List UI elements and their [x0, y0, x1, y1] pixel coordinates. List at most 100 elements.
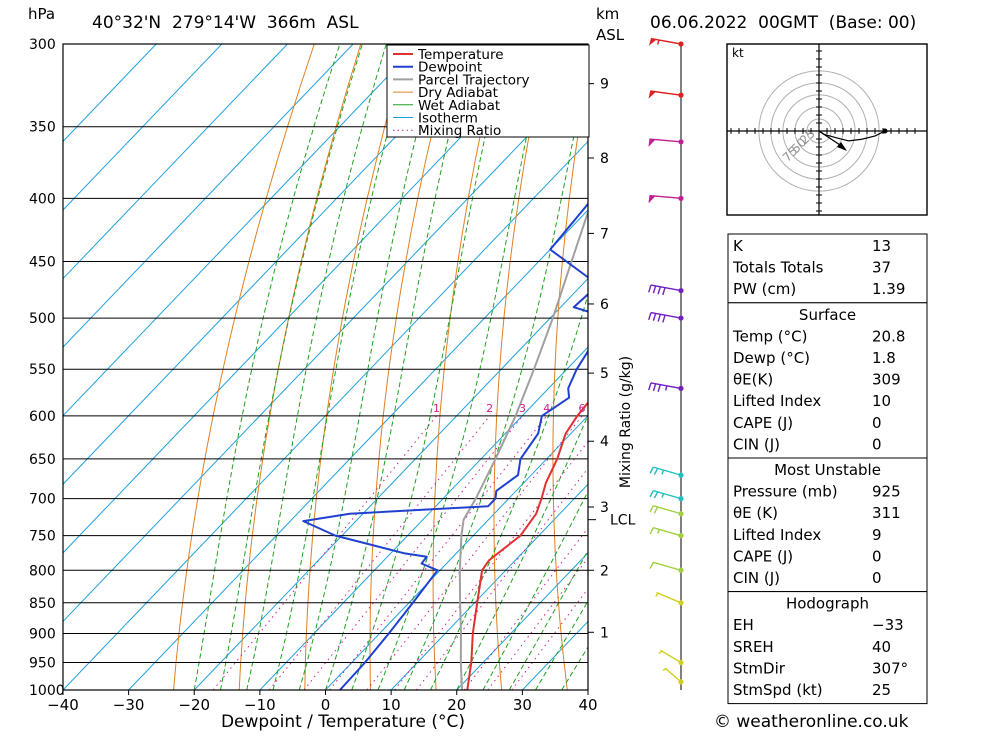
stats-row-label: CAPE (J)	[733, 547, 793, 565]
isotherm-line	[456, 552, 588, 690]
stats-row-label: CIN (J)	[733, 569, 780, 587]
stats-row-value: 1.39	[872, 280, 905, 298]
x-tick-label: −40	[47, 696, 79, 714]
stats-row-value: 0	[872, 435, 882, 453]
mixing-ratio-line	[511, 587, 588, 690]
pressure-tick-label: 500	[29, 311, 56, 327]
stats-row-label: StmSpd (kt)	[733, 681, 823, 699]
wet-adiabat-line	[325, 44, 472, 690]
x-tick-label: 0	[321, 696, 331, 714]
dry-adiabat-line	[966, 44, 1000, 690]
stats-row-value: 10	[872, 392, 891, 410]
stats-table	[727, 591, 928, 705]
stats-row-value: 307°	[872, 659, 908, 677]
stats-row-label: Dewp (°C)	[733, 349, 810, 367]
isotherm-line	[259, 346, 588, 690]
wind-barb	[655, 591, 684, 606]
stats-table-title: Hodograph	[786, 595, 869, 613]
mixing-ratio-label: 2	[486, 402, 493, 415]
wind-barb	[649, 489, 684, 502]
isotherm-line	[63, 44, 420, 417]
dry-adiabat-line	[493, 44, 548, 690]
x-tick-label: 30	[513, 696, 532, 714]
dry-adiabat-line	[432, 44, 501, 690]
mixing-ratio-line	[394, 440, 588, 690]
axes: 1 2 3 4 630035040045050055060065070075080085…	[29, 37, 636, 714]
pressure-tick-label: 550	[29, 362, 56, 378]
stats-row-value: 25	[872, 681, 891, 699]
pressure-tick-label: 750	[29, 529, 56, 545]
mixing-ratio-label: 4	[543, 402, 550, 415]
storm-motion-line	[818, 130, 844, 148]
legend-entry: Isotherm	[418, 111, 478, 127]
km-tick-label: 1	[600, 625, 609, 641]
legend-entry: Mixing Ratio	[418, 123, 501, 139]
wet-adiabat-line	[298, 44, 441, 690]
pressure-tick-label: 450	[29, 255, 56, 271]
stats-row-value: 0	[872, 414, 882, 432]
x-tick-label: 20	[447, 696, 466, 714]
isotherm-line	[63, 72, 588, 623]
stats-row-value: 37	[872, 259, 891, 277]
wind-barb	[649, 466, 684, 478]
legend-entry: Temperature	[417, 47, 504, 63]
x-axis-label: Dewpoint / Temperature (°C)	[221, 712, 465, 732]
stats-row-value: 311	[872, 504, 901, 522]
x-tick-label: −20	[178, 696, 210, 714]
wind-barbs	[648, 37, 684, 690]
stats-row-label: Pressure (mb)	[733, 483, 838, 501]
km-tick-label: 3	[600, 500, 609, 516]
km-tick-label: 5	[600, 366, 609, 382]
stats-table	[727, 233, 928, 304]
x-tick-label: 10	[382, 696, 401, 714]
stats-row-value: 40	[872, 638, 891, 656]
wind-barb	[658, 649, 684, 666]
stats-row-label: CAPE (J)	[733, 414, 793, 432]
location-title: 40°32'N 279°14'W 366m ASL	[92, 13, 359, 33]
stats-row-label: PW (cm)	[733, 280, 796, 298]
wind-barb	[648, 382, 684, 393]
x-tick-label: −10	[244, 696, 276, 714]
wind-barb	[648, 284, 684, 296]
pressure-tick-label: 350	[29, 120, 56, 136]
km-tick-label: 2	[600, 563, 609, 579]
hpa-label: hPa	[28, 5, 55, 23]
stats-row-value: −33	[872, 616, 904, 634]
wet-adiabat-line	[508, 549, 588, 690]
isotherm-line	[193, 277, 588, 690]
stats-row-label: K	[733, 237, 744, 255]
km-tick-label: 6	[600, 297, 609, 313]
stats-row-label: CIN (J)	[733, 435, 780, 453]
wind-barb	[649, 526, 684, 539]
wind-barb	[648, 90, 684, 99]
wet-adiabat-line	[246, 44, 387, 690]
wet-adiabat-line	[351, 44, 507, 690]
pressure-tick-label: 700	[29, 492, 56, 508]
stats-row-value: 0	[872, 569, 882, 587]
legend-entry: Wet Adiabat	[418, 98, 500, 114]
stats-row-value: 0	[872, 547, 882, 565]
legend-box	[386, 44, 590, 138]
stats-row-label: θE(K)	[733, 371, 773, 389]
wind-barb	[662, 667, 684, 685]
stats-row-value: 309	[872, 371, 901, 389]
wind-barb	[649, 561, 684, 573]
isotherm-line	[63, 44, 223, 211]
pressure-tick-label: 600	[29, 409, 56, 425]
mixing-ratio-label: 1	[433, 402, 440, 415]
mixing-ratio-line	[487, 557, 588, 690]
legend-entry: Dewpoint	[418, 60, 482, 76]
x-tick-label: −30	[113, 696, 145, 714]
km-tick-label: 8	[600, 151, 609, 167]
wind-barb	[648, 138, 684, 147]
hodograph-unit-label: kt	[732, 46, 744, 60]
stats-row-label: EH	[733, 616, 754, 634]
wind-barb	[648, 311, 684, 323]
dry-adiabat-line	[919, 44, 1000, 690]
mixing-ratio-label: 6	[579, 402, 586, 415]
wet-adiabat-line	[482, 490, 588, 690]
isotherm-line	[63, 44, 354, 348]
wind-barb	[648, 194, 684, 204]
